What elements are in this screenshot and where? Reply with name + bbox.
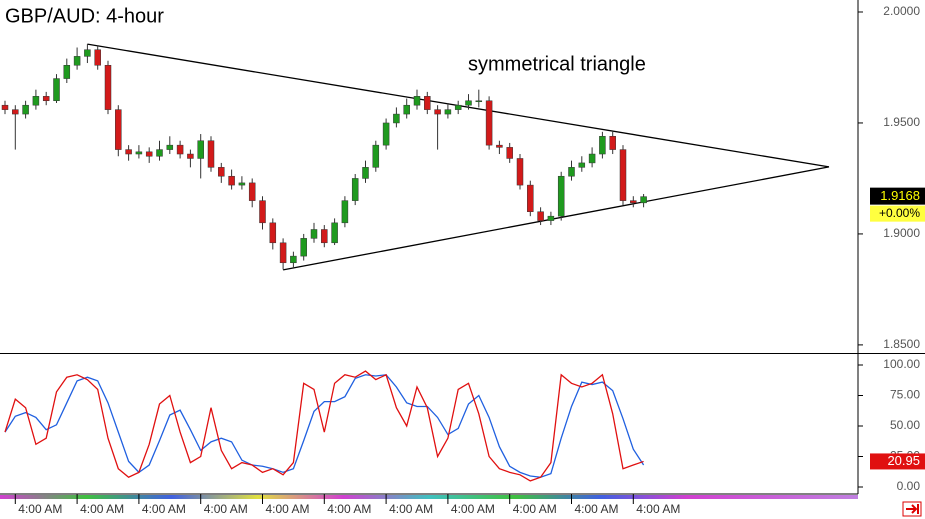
x-tick-label: 4:00 AM (142, 502, 186, 516)
candle-body (557, 175, 565, 217)
candle-body (156, 149, 163, 157)
y-tick-label: 1.8500 (883, 337, 920, 351)
candle-body (32, 96, 40, 106)
candle-body (197, 140, 204, 159)
stochastic-line (4, 374, 645, 478)
y-tick-label: 0.00 (897, 479, 921, 493)
candle-body (187, 153, 194, 159)
annotation: symmetrical triangle (468, 53, 646, 75)
candle-body (125, 149, 132, 155)
candle-body (279, 242, 287, 264)
candle-body (300, 238, 307, 257)
candle-body (424, 96, 431, 110)
candle-body (176, 144, 184, 155)
candle-body (372, 144, 380, 168)
candle-body (207, 140, 215, 168)
candle-body (53, 78, 60, 102)
candle-body (12, 109, 19, 115)
x-tick-label: 4:00 AM (18, 502, 62, 516)
candle-body (619, 149, 627, 201)
candle-body (475, 100, 483, 103)
candle-body (485, 100, 493, 146)
candle-body (166, 144, 174, 150)
trendline (282, 166, 830, 271)
candle-body (351, 178, 359, 201)
x-tick-label: 4:00 AM (327, 502, 371, 516)
candle-body (218, 167, 225, 177)
candle-body (1, 104, 9, 110)
candle-body (393, 113, 400, 124)
x-tick-label: 4:00 AM (636, 502, 680, 516)
candle-body (248, 182, 256, 201)
candle-body (63, 65, 71, 79)
change-label: +0.00% (879, 206, 920, 220)
candle-body (238, 182, 246, 186)
last-value: 20.95 (887, 453, 920, 468)
x-tick-label: 4:00 AM (451, 502, 495, 516)
candle-body (42, 96, 50, 102)
candle-body (454, 104, 462, 110)
x-tick-label: 4:00 AM (266, 502, 310, 516)
y-tick-label: 1.9000 (883, 226, 920, 240)
y-tick-label: 50.00 (890, 418, 920, 432)
last-value-box (870, 453, 925, 470)
candle-body (434, 109, 441, 115)
x-tick-label: 4:00 AM (389, 502, 433, 516)
candle-body (403, 104, 410, 115)
candle-body (609, 136, 616, 150)
y-tick-label: 1.9500 (883, 115, 920, 129)
candle-body (94, 49, 101, 66)
candle-body (537, 211, 544, 221)
candle-body (135, 151, 143, 155)
candle-body (630, 200, 637, 204)
candle-body (362, 167, 369, 179)
y-tick-label: 75.00 (890, 388, 920, 402)
x-tick-label: 4:00 AM (513, 502, 557, 516)
x-tick-label: 4:00 AM (575, 502, 619, 516)
last-price: 1.9168 (880, 188, 920, 203)
candle-body (578, 162, 586, 168)
candle-body (506, 147, 513, 159)
candle-body (310, 229, 318, 239)
candle-body (22, 104, 29, 115)
candle-body (104, 65, 112, 110)
candle-body (588, 153, 596, 164)
chart-title: GBP/AUD: 4-hour (5, 5, 164, 27)
candle-body (84, 49, 91, 57)
candle-body (413, 96, 421, 106)
candle-body (599, 136, 606, 155)
y-tick-label: 2.0000 (883, 4, 920, 18)
x-tick-label: 4:00 AM (80, 502, 124, 516)
x-tick-label: 4:00 AM (204, 502, 248, 516)
candle-body (568, 167, 575, 177)
candle-body (444, 109, 452, 115)
candle-body (321, 229, 328, 244)
candle-body (496, 144, 503, 148)
session-strip (0, 495, 858, 499)
candle-body (228, 175, 235, 186)
candle-body (465, 100, 472, 106)
scroll-icon (906, 504, 919, 514)
stochastic-line (4, 370, 644, 482)
candle-body (269, 222, 277, 244)
change-box (870, 205, 925, 222)
y-tick-label: 100.00 (883, 357, 920, 371)
candle-body (145, 151, 153, 157)
candle-body (640, 196, 647, 204)
candle-body (527, 184, 534, 212)
candle-body (290, 255, 297, 264)
candle-body (115, 109, 122, 150)
candle-body (341, 200, 349, 224)
candle-body (516, 158, 524, 186)
candle-body (331, 222, 338, 244)
candle-body (382, 122, 390, 146)
candle-body (547, 215, 555, 221)
last-price-box (870, 187, 925, 205)
candle-body (259, 200, 266, 224)
candle-body (73, 56, 81, 66)
